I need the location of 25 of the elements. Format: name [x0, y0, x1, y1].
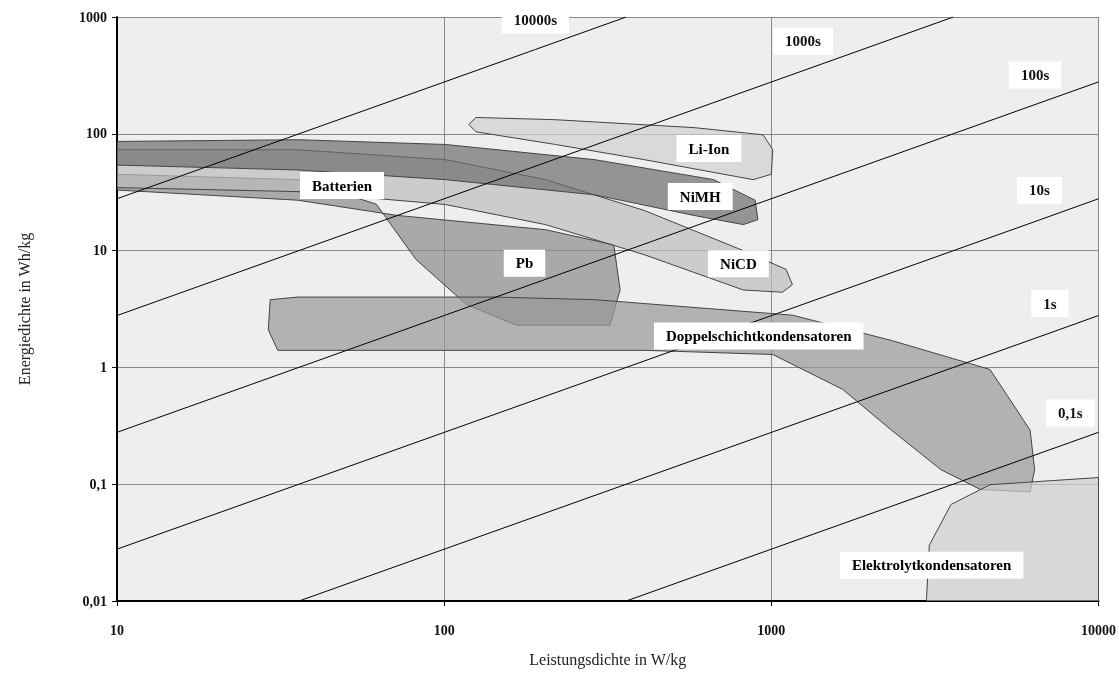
y-tick-label: 1 [100, 359, 107, 375]
x-tick-label: 100 [433, 622, 455, 638]
annotation: Batterien [312, 177, 373, 194]
series-label: Elektrolytkondensatoren [851, 557, 1013, 574]
x-tick-label: 1000 [757, 622, 786, 638]
x-tick-label: 10 [110, 622, 124, 638]
series-label: Li-Ion [688, 140, 731, 157]
series-label: 1000s [785, 33, 822, 50]
series-label: Doppelschichtkondensatoren [665, 328, 853, 345]
y-tick-label: 0,1 [89, 476, 107, 492]
series-label: Pb [515, 255, 534, 272]
series-label: NiMH [679, 188, 721, 205]
y-tick-label: 10 [93, 243, 107, 259]
y-tick-label: 100 [86, 126, 107, 142]
series-label: 10s [1029, 182, 1051, 199]
y-axis-title: Energiedichte in Wh/kg [15, 232, 34, 386]
y-tick-label: 1000 [79, 9, 107, 25]
y-tick-label: 0,01 [82, 593, 107, 609]
x-tick-label: 10000 [1081, 622, 1116, 638]
x-axis-title: Leistungsdichte in W/kg [529, 650, 687, 669]
series-label: 1s [1043, 295, 1057, 312]
series-label: 10000s [513, 11, 558, 28]
series-label: 100s [1020, 67, 1050, 84]
series-label: 0,1s [1058, 404, 1083, 421]
series-label: NiCD [720, 255, 757, 272]
